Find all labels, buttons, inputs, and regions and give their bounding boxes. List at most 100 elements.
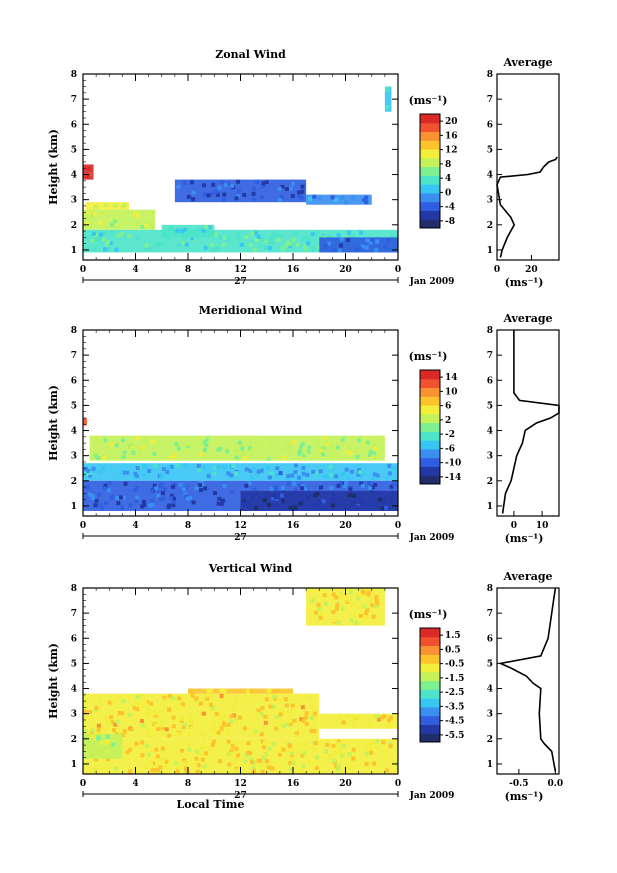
heatmap-cell (237, 438, 242, 443)
heatmap-cell (118, 495, 123, 500)
x-tick-label: 12 (234, 265, 247, 275)
heatmap-cell (147, 503, 152, 508)
heatmap-cell (346, 238, 351, 243)
heatmap-cell (252, 247, 257, 252)
heatmap-cell (175, 463, 180, 468)
heatmap-cell (163, 706, 168, 711)
heatmap-cell (194, 756, 199, 761)
heatmap-cell (317, 196, 322, 201)
heatmap-cell (293, 463, 298, 468)
heatmap-cell (361, 590, 366, 595)
average-y-tick-label: 7 (487, 351, 493, 361)
heatmap-cell (345, 765, 350, 770)
heatmap-cell (300, 441, 305, 446)
heatmap-cell (166, 505, 171, 510)
heatmap-cell (136, 452, 141, 457)
heatmap-cell (352, 714, 357, 719)
heatmap-cell (149, 489, 154, 494)
heatmap-cell (196, 463, 201, 468)
heatmap-cell (197, 483, 202, 488)
heatmap-cell (306, 450, 311, 455)
heatmap-cell (337, 742, 342, 747)
heatmap-cell (236, 179, 241, 184)
heatmap-cell (345, 449, 350, 454)
colorbar-swatch (420, 663, 440, 673)
colorbar-swatch (420, 210, 440, 220)
heatmap-cell (287, 719, 292, 724)
heatmap-cell (363, 441, 368, 446)
heatmap-cell (287, 743, 292, 748)
heatmap-cell (278, 234, 283, 239)
heatmap-cell (315, 491, 320, 496)
heatmap-cell (276, 237, 281, 242)
heatmap-cell (351, 747, 356, 752)
heatmap-cell (246, 750, 251, 755)
heatmap-cell (286, 481, 291, 486)
heatmap-cell (215, 192, 220, 197)
heatmap-cell (164, 727, 169, 732)
x-tick-label: 20 (339, 521, 352, 531)
heatmap-cell (315, 439, 320, 444)
heatmap-cell (333, 197, 338, 202)
heatmap-cell (293, 230, 298, 235)
heatmap-cell (182, 722, 187, 727)
heatmap-cell (120, 231, 125, 236)
heatmap-cell (141, 435, 146, 440)
heatmap-cell (181, 724, 186, 729)
colorbar-tick-label: -2.5 (445, 688, 464, 698)
heatmap-cell (322, 593, 327, 598)
heatmap-cell (364, 751, 369, 756)
heatmap-cell (366, 592, 371, 597)
colorbar-tick-label: -10 (445, 459, 461, 469)
average-title: Average (502, 312, 552, 325)
heatmap-cell (267, 688, 272, 693)
panel-title: Vertical Wind (208, 562, 293, 575)
colorbar-swatch (420, 706, 440, 717)
heatmap-cell (205, 486, 210, 491)
heatmap-cell (392, 759, 397, 764)
heatmap-cell (89, 731, 94, 736)
month-label: Jan 2009 (409, 277, 455, 287)
colorbar-swatch (420, 689, 440, 699)
heatmap-cell (267, 765, 272, 770)
heatmap-cell (216, 447, 221, 452)
heatmap-cell (251, 766, 256, 771)
heatmap-cell (301, 236, 306, 241)
heatmap-cell (188, 718, 193, 723)
heatmap-cell (121, 495, 126, 500)
y-tick-label: 3 (71, 452, 77, 462)
heatmap-cell (364, 742, 369, 747)
heatmap-cell (200, 483, 205, 488)
heatmap-cell (115, 495, 120, 500)
heatmap-cell (346, 597, 351, 602)
heatmap-cell (111, 699, 116, 704)
heatmap-cell (102, 231, 107, 236)
heatmap-cell (120, 438, 125, 443)
heatmap-cell (171, 453, 176, 458)
heatmap-cell (258, 496, 263, 501)
colorbar-tick-label: 16 (445, 131, 458, 141)
average-y-tick-label: 2 (487, 735, 493, 745)
heatmap-region (83, 417, 87, 426)
heatmap-cell (332, 248, 337, 253)
heatmap-cell (100, 211, 105, 216)
heatmap-cell (135, 702, 140, 707)
colorbar-tick-label: -4 (445, 203, 455, 213)
heatmap-cell (176, 731, 181, 736)
heatmap-cell (203, 245, 208, 250)
heatmap-cell (271, 231, 276, 236)
heatmap-cell (232, 762, 237, 767)
heatmap-cell (267, 493, 272, 498)
heatmap-cell (256, 758, 261, 763)
heatmap-cell (106, 239, 111, 244)
heatmap-cell (201, 711, 206, 716)
heatmap-cell (304, 722, 309, 727)
heatmap-cell (325, 442, 330, 447)
heatmap-cell (264, 245, 269, 250)
heatmap-cell (213, 232, 218, 237)
heatmap-cell (146, 220, 151, 225)
heatmap-cell (155, 727, 160, 732)
heatmap-cell (288, 721, 293, 726)
heatmap-cell (259, 712, 264, 717)
heatmap-cell (340, 753, 345, 758)
